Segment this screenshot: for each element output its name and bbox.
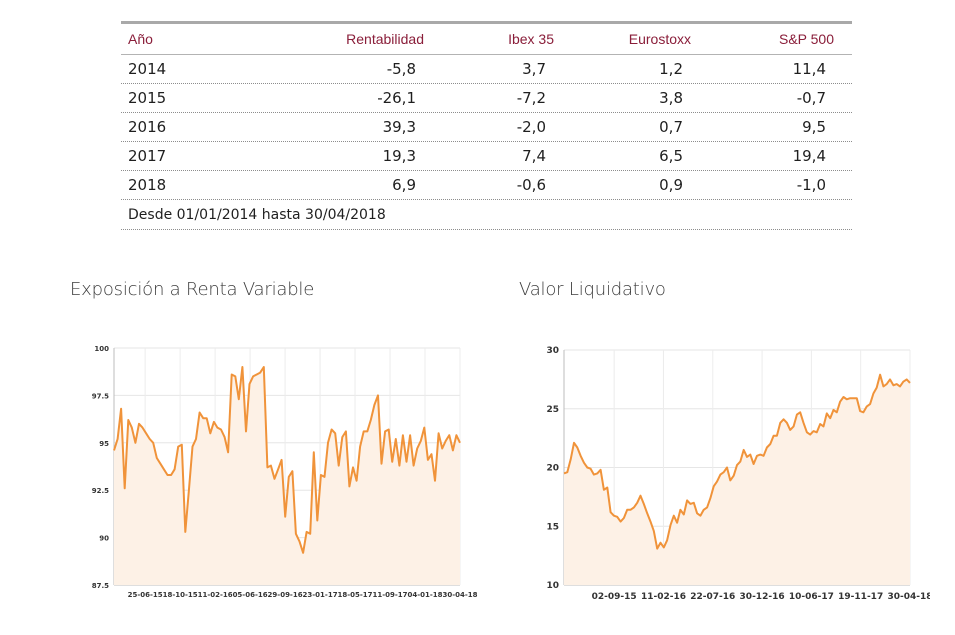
table-row: 2016 39,3 -2,0 0,7 9,5 bbox=[121, 113, 852, 142]
cell-sp500: -0,7 bbox=[796, 89, 826, 107]
header-eurostoxx: Eurostoxx bbox=[628, 31, 691, 47]
cell-year: 2017 bbox=[128, 147, 167, 165]
y-tick-label: 25 bbox=[546, 405, 559, 415]
cell-eurostoxx: 3,8 bbox=[659, 89, 683, 107]
cell-ibex: 3,7 bbox=[522, 60, 546, 78]
header-year: Año bbox=[128, 31, 153, 47]
x-tick-label: 22-07-16 bbox=[690, 592, 735, 602]
cell-ibex: 7,4 bbox=[522, 147, 546, 165]
x-tick-label: 30-04-18 bbox=[887, 592, 930, 602]
series-area bbox=[114, 367, 460, 585]
cell-rentabilidad: 6,9 bbox=[392, 176, 416, 194]
y-tick-label: 15 bbox=[546, 522, 559, 532]
x-tick-label: 04-01-18 bbox=[407, 591, 442, 599]
x-tick-label: 19-11-17 bbox=[838, 592, 883, 602]
performance-table: Año Rentabilidad Ibex 35 Eurostoxx S&P 5… bbox=[121, 21, 852, 230]
header-sp500: S&P 500 bbox=[778, 31, 834, 47]
x-tick-label: 30-12-16 bbox=[740, 592, 785, 602]
x-tick-label: 18-10-15 bbox=[163, 591, 198, 599]
cell-sp500: 11,4 bbox=[792, 60, 826, 78]
cell-ibex: -0,6 bbox=[516, 176, 546, 194]
y-tick-label: 90 bbox=[99, 535, 109, 543]
x-tick-label: 10-06-17 bbox=[789, 592, 834, 602]
cell-eurostoxx: 6,5 bbox=[659, 147, 683, 165]
y-tick-label: 95 bbox=[99, 440, 109, 448]
x-tick-label: 05-06-16 bbox=[233, 591, 268, 599]
y-tick-label: 87.5 bbox=[92, 582, 109, 590]
y-tick-label: 97.5 bbox=[92, 392, 109, 400]
cell-sp500: 9,5 bbox=[802, 118, 826, 136]
chart-title-valor-liquidativo: Valor Liquidativo bbox=[519, 279, 666, 300]
cell-rentabilidad: 19,3 bbox=[382, 147, 416, 165]
header-rentabilidad: Rentabilidad bbox=[346, 31, 424, 47]
x-tick-label: 02-09-15 bbox=[592, 592, 637, 602]
table-row: 2018 6,9 -0,6 0,9 -1,0 bbox=[121, 171, 852, 200]
cell-eurostoxx: 1,2 bbox=[659, 60, 683, 78]
cell-eurostoxx: 0,7 bbox=[659, 118, 683, 136]
cell-year: 2016 bbox=[128, 118, 167, 136]
x-tick-label: 11-02-16 bbox=[198, 591, 233, 599]
exposicion-chart: 100 97.5 95 92.5 90 87.5 25-06-15 18-10-15 11-02… bbox=[92, 345, 478, 599]
cell-year: 2015 bbox=[128, 89, 167, 107]
x-tick-label: 11-09-17 bbox=[373, 591, 408, 599]
table-row: 2017 19,3 7,4 6,5 19,4 bbox=[121, 142, 852, 171]
x-tick-label: 23-01-17 bbox=[303, 591, 338, 599]
cell-eurostoxx: 0,9 bbox=[659, 176, 683, 194]
cell-year: 2014 bbox=[128, 60, 167, 78]
series-line bbox=[113, 366, 461, 554]
cell-sp500: -1,0 bbox=[796, 176, 826, 194]
chart-title-exposicion: Exposición a Renta Variable bbox=[70, 279, 315, 300]
cell-rentabilidad: 39,3 bbox=[382, 118, 416, 136]
y-tick-label: 10 bbox=[546, 581, 559, 591]
y-tick-label: 30 bbox=[546, 346, 559, 356]
valor-liquidativo-chart: 30 25 20 15 10 02-09-15 11-02-16 22-07-16 30-12-… bbox=[546, 346, 930, 602]
cell-rentabilidad: -5,8 bbox=[386, 60, 416, 78]
table-note: Desde 01/01/2014 hasta 30/04/2018 bbox=[121, 200, 852, 230]
table-row: 2015 -26,1 -7,2 3,8 -0,7 bbox=[121, 84, 852, 113]
x-tick-label: 30-04-18 bbox=[442, 591, 477, 599]
x-tick-label: 11-02-16 bbox=[641, 592, 686, 602]
x-tick-label: 18-05-17 bbox=[338, 591, 373, 599]
cell-ibex: -2,0 bbox=[516, 118, 546, 136]
cell-ibex: -7,2 bbox=[516, 89, 546, 107]
cell-rentabilidad: -26,1 bbox=[377, 89, 416, 107]
x-tick-label: 29-09-16 bbox=[268, 591, 303, 599]
y-tick-label: 20 bbox=[546, 464, 559, 474]
table-row: 2014 -5,8 3,7 1,2 11,4 bbox=[121, 55, 852, 84]
y-tick-label: 92.5 bbox=[92, 487, 109, 495]
series-line bbox=[563, 373, 911, 550]
cell-sp500: 19,4 bbox=[792, 147, 826, 165]
cell-year: 2018 bbox=[128, 176, 167, 194]
y-tick-label: 100 bbox=[94, 345, 109, 353]
header-ibex: Ibex 35 bbox=[508, 31, 554, 47]
x-tick-label: 25-06-15 bbox=[128, 591, 163, 599]
table-header: Año Rentabilidad Ibex 35 Eurostoxx S&P 5… bbox=[121, 24, 852, 55]
